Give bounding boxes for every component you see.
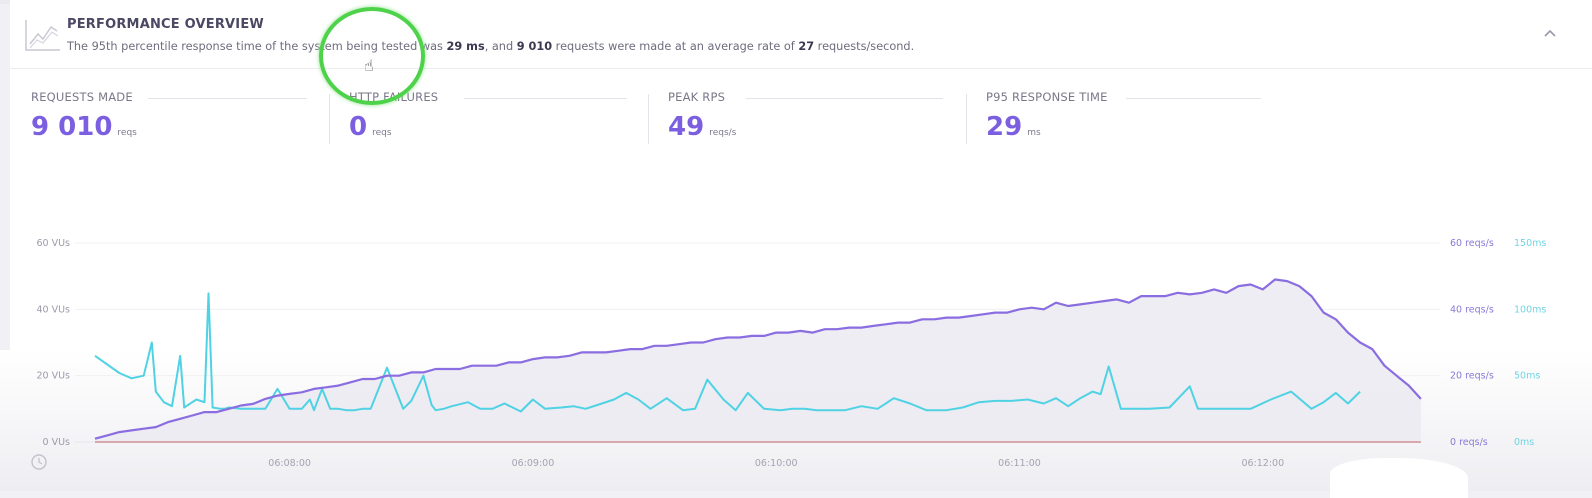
- x-tick-label: 06:10:00: [755, 458, 798, 469]
- stat-label: PEAK RPS: [668, 90, 726, 104]
- stat-separator: [966, 94, 967, 144]
- stat-divider: [148, 98, 307, 99]
- stat-divider: [1126, 98, 1261, 99]
- y-tick-right-ms: 150ms: [1514, 238, 1546, 249]
- clock-icon: [31, 454, 47, 470]
- summary-mid2: requests were made at an average rate of: [552, 40, 799, 53]
- stat-value: 0 reqs: [349, 112, 392, 142]
- cursor-highlight-ring: [319, 7, 425, 105]
- y-tick-right-ms: 100ms: [1514, 304, 1546, 315]
- x-tick-label: 06:09:00: [512, 458, 555, 469]
- chevron-up-icon[interactable]: [1540, 26, 1560, 42]
- y-tick-left: 0 VUs: [43, 437, 71, 448]
- summary-suffix: requests/second.: [814, 40, 915, 53]
- stat-separator: [648, 94, 649, 144]
- line-chart-icon: [25, 20, 60, 51]
- performance-chart: 0 VUs 0 reqs/s 0ms 20 VUs 20 reqs/s 50ms 40 VU…: [0, 238, 1592, 491]
- overlay-blob: [1330, 458, 1468, 498]
- x-tick-label: 06:12:00: [1241, 458, 1284, 469]
- y-tick-right-ms: 50ms: [1514, 371, 1540, 382]
- request-rate-line: [94, 278, 1422, 440]
- stat-unit: ms: [1027, 128, 1041, 138]
- page-title: PERFORMANCE OVERVIEW: [67, 17, 264, 32]
- hand-cursor-icon: ☝: [364, 56, 374, 75]
- stat-number: 0: [349, 112, 368, 142]
- stat-requests-made: REQUESTS MADE 9 010 reqs: [31, 90, 307, 150]
- y-tick-left: 20 VUs: [36, 371, 70, 382]
- stat-unit: reqs/s: [709, 128, 737, 138]
- y-tick-right-rps: 40 reqs/s: [1450, 304, 1494, 315]
- y-tick-left: 60 VUs: [36, 238, 70, 249]
- performance-overview-header[interactable]: PERFORMANCE OVERVIEW The 95th percentile…: [10, 4, 1592, 69]
- stat-peak-rps: PEAK RPS 49 reqs/s: [668, 90, 943, 150]
- summary-text: The 95th percentile response time of the…: [67, 40, 914, 53]
- summary-mid: , and: [484, 40, 517, 53]
- stat-p95-response-time: P95 RESPONSE TIME 29 ms: [986, 90, 1261, 150]
- summary-p95: 29 ms: [446, 40, 485, 53]
- stat-number: 29: [986, 112, 1023, 142]
- vus-area: [95, 279, 1421, 442]
- stat-divider: [746, 98, 943, 99]
- summary-requests: 9 010: [516, 40, 553, 53]
- summary-rate: 27: [798, 40, 815, 53]
- y-tick-right-rps: 60 reqs/s: [1450, 238, 1494, 249]
- stat-label: P95 RESPONSE TIME: [986, 90, 1108, 104]
- y-tick-right-rps: 20 reqs/s: [1450, 371, 1494, 382]
- y-tick-right-ms: 0ms: [1514, 437, 1534, 448]
- stat-number: 49: [668, 112, 705, 142]
- stat-value: 49 reqs/s: [668, 112, 736, 142]
- x-tick-label: 06:11:00: [998, 458, 1041, 469]
- stat-separator: [329, 94, 330, 144]
- y-tick-right-rps: 0 reqs/s: [1450, 437, 1488, 448]
- stat-unit: reqs: [372, 128, 392, 138]
- stat-divider: [464, 98, 627, 99]
- stat-value: 29 ms: [986, 112, 1041, 142]
- stat-label: REQUESTS MADE: [31, 90, 133, 104]
- y-tick-left: 40 VUs: [36, 304, 70, 315]
- x-tick-label: 06:08:00: [268, 458, 311, 469]
- stat-number: 9 010: [31, 112, 113, 142]
- stat-value: 9 010 reqs: [31, 112, 137, 142]
- stat-unit: reqs: [117, 128, 137, 138]
